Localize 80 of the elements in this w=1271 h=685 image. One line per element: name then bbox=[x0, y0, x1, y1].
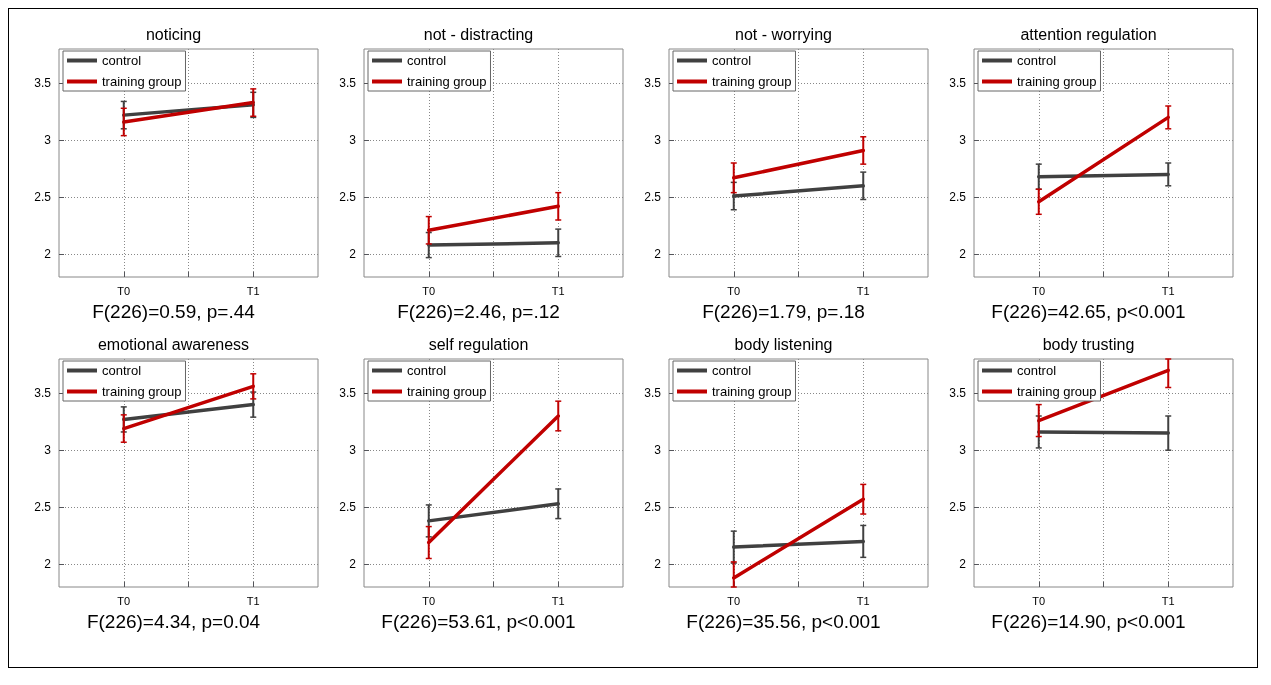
y-tick-label: 2 bbox=[654, 247, 662, 262]
y-tick-label: 3 bbox=[44, 443, 52, 458]
x-tick-label: T0 bbox=[727, 284, 741, 297]
y-tick-label: 2.5 bbox=[34, 190, 52, 205]
chart-title: emotional awareness bbox=[97, 335, 250, 353]
y-tick-label: 3.5 bbox=[339, 76, 357, 91]
legend-label: training group bbox=[102, 384, 182, 399]
y-tick-label: 3 bbox=[349, 133, 357, 148]
text: F(226)=53.61, p<0.001 bbox=[381, 611, 576, 632]
x-tick-label: T1 bbox=[551, 284, 565, 297]
chart-title: body trusting bbox=[1042, 335, 1135, 353]
legend-label: control bbox=[1017, 53, 1057, 68]
x-tick-label: T0 bbox=[117, 594, 131, 607]
legend-label: control bbox=[712, 363, 752, 378]
legend-label: control bbox=[407, 363, 447, 378]
y-tick-label: 2 bbox=[654, 557, 662, 572]
legend-label: training group bbox=[407, 384, 487, 399]
chart-title: body listening bbox=[734, 335, 833, 353]
y-tick-label: 2.5 bbox=[949, 500, 967, 515]
x-tick-label: T1 bbox=[1161, 284, 1175, 297]
y-tick-label: 2 bbox=[44, 247, 52, 262]
x-tick-label: T1 bbox=[1161, 594, 1175, 607]
legend-label: control bbox=[102, 53, 142, 68]
legend-label: control bbox=[712, 53, 752, 68]
y-tick-label: 3.5 bbox=[949, 386, 967, 401]
text: F(226)=1.79, p=.18 bbox=[702, 301, 865, 322]
y-tick-label: 3 bbox=[959, 443, 967, 458]
text: F(226)=35.56, p<0.001 bbox=[686, 611, 881, 632]
legend-label: training group bbox=[712, 74, 792, 89]
x-tick-label: T1 bbox=[551, 594, 565, 607]
y-tick-label: 2.5 bbox=[644, 190, 662, 205]
y-tick-label: 2 bbox=[959, 557, 967, 572]
text: F(226)=42.65, p<0.001 bbox=[991, 301, 1186, 322]
text: F(226)=4.34, p=0.04 bbox=[86, 611, 261, 632]
legend-label: control bbox=[1017, 363, 1057, 378]
y-tick-label: 3.5 bbox=[644, 76, 662, 91]
y-tick-label: 2 bbox=[349, 557, 357, 572]
y-tick-label: 2.5 bbox=[34, 500, 52, 515]
y-tick-label: 2 bbox=[44, 557, 52, 572]
x-tick-label: T1 bbox=[246, 284, 260, 297]
text: F(226)=0.59, p=.44 bbox=[92, 301, 256, 322]
legend-label: training group bbox=[712, 384, 792, 399]
x-tick-label: T1 bbox=[246, 594, 260, 607]
chart-title: self regulation bbox=[428, 335, 529, 353]
chart-title: not - distracting bbox=[423, 25, 534, 43]
text: F(226)=14.90, p<0.001 bbox=[991, 611, 1186, 632]
legend-label: training group bbox=[407, 74, 487, 89]
y-tick-label: 3 bbox=[959, 133, 967, 148]
y-tick-label: 3.5 bbox=[949, 76, 967, 91]
x-tick-label: T0 bbox=[422, 594, 436, 607]
x-tick-label: T1 bbox=[856, 594, 870, 607]
y-tick-label: 3.5 bbox=[339, 386, 357, 401]
x-tick-label: T0 bbox=[422, 284, 436, 297]
x-tick-label: T0 bbox=[1032, 594, 1046, 607]
y-tick-label: 2.5 bbox=[644, 500, 662, 515]
y-tick-label: 3 bbox=[44, 133, 52, 148]
chart-title: not - worrying bbox=[735, 25, 832, 43]
y-tick-label: 3 bbox=[349, 443, 357, 458]
y-tick-label: 2.5 bbox=[339, 500, 357, 515]
legend-label: control bbox=[407, 53, 447, 68]
chart-title: noticing bbox=[145, 25, 202, 43]
y-tick-label: 2 bbox=[959, 247, 967, 262]
legend-label: training group bbox=[1017, 74, 1097, 89]
y-tick-label: 3.5 bbox=[644, 386, 662, 401]
y-tick-label: 2.5 bbox=[339, 190, 357, 205]
x-tick-label: T0 bbox=[117, 284, 131, 297]
y-tick-label: 3 bbox=[654, 133, 662, 148]
legend-label: control bbox=[102, 363, 142, 378]
y-tick-label: 3 bbox=[654, 443, 662, 458]
x-tick-label: T1 bbox=[856, 284, 870, 297]
y-tick-label: 3.5 bbox=[34, 76, 52, 91]
y-tick-label: 3.5 bbox=[34, 386, 52, 401]
x-tick-label: T0 bbox=[727, 594, 741, 607]
y-tick-label: 2 bbox=[349, 247, 357, 262]
chart-title: attention regulation bbox=[1020, 25, 1157, 43]
legend-label: training group bbox=[1017, 384, 1097, 399]
x-tick-label: T0 bbox=[1032, 284, 1046, 297]
text: F(226)=2.46, p=.12 bbox=[397, 301, 560, 322]
legend-label: training group bbox=[102, 74, 182, 89]
y-tick-label: 2.5 bbox=[949, 190, 967, 205]
